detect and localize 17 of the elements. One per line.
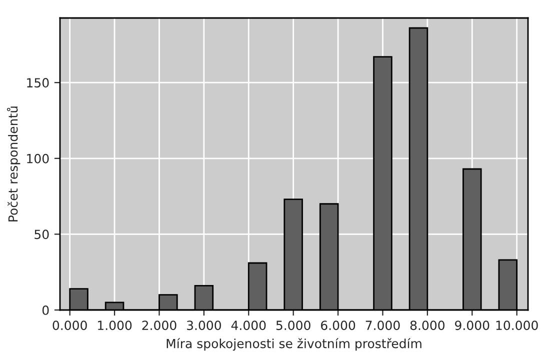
y-tick-label: 50 xyxy=(34,230,49,240)
x-tick-label: 9.000 xyxy=(455,320,490,330)
y-tick-label: 100 xyxy=(27,154,49,164)
y-axis-title: Počet respondentů xyxy=(6,106,20,222)
y-tick-label: 150 xyxy=(27,78,49,88)
x-tick-label: 8.000 xyxy=(410,320,444,330)
x-tick-label: 5.000 xyxy=(276,320,310,330)
x-tick-label: 6.000 xyxy=(321,320,356,330)
y-tick-label: 0 xyxy=(42,305,49,315)
x-tick-label: 0.000 xyxy=(52,320,87,330)
x-tick-label: 4.000 xyxy=(231,320,266,330)
x-tick-label: 3.000 xyxy=(186,320,221,330)
x-tick-label: 1.000 xyxy=(98,320,132,330)
x-tick-label: 7.000 xyxy=(366,320,400,330)
x-tick-label: 2.000 xyxy=(142,320,176,330)
x-axis-title: Míra spokojenosti se životním prostředím xyxy=(166,338,422,351)
x-tick-label: 10.000 xyxy=(496,320,538,330)
